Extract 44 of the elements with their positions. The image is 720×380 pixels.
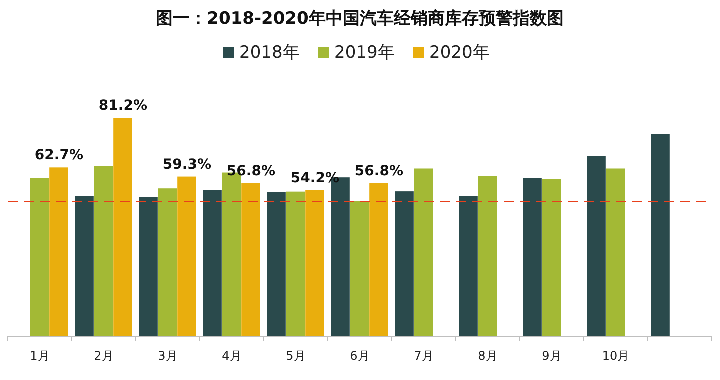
data-label: 62.7% — [34, 148, 84, 164]
bar — [395, 192, 414, 336]
bar — [178, 176, 196, 336]
bar — [523, 178, 542, 336]
bar — [651, 134, 670, 336]
legend-label: 2020年 — [430, 43, 490, 63]
bar — [30, 178, 50, 336]
bar — [139, 197, 158, 336]
bar — [286, 192, 306, 336]
bar — [94, 166, 114, 336]
bar — [50, 168, 68, 336]
bar — [267, 192, 286, 336]
bar — [75, 196, 94, 336]
x-tick-label: 3月 — [158, 349, 178, 363]
chart-title: 图一：2018-2020年中国汽车经销商库存预警指数图 — [156, 9, 564, 29]
x-tick-label: 8月 — [478, 349, 498, 363]
bar — [350, 201, 370, 336]
x-tick-label: 5月 — [286, 349, 306, 363]
data-label: 56.8% — [226, 164, 276, 180]
x-tick-label: 10月 — [602, 349, 630, 363]
bar — [542, 179, 562, 336]
data-label: 56.8% — [354, 164, 404, 180]
bar — [203, 190, 222, 336]
bar — [158, 188, 178, 336]
legend-label: 2018年 — [240, 43, 300, 63]
data-label: 81.2% — [98, 98, 148, 114]
bar — [242, 184, 260, 336]
x-tick-label: 7月 — [414, 349, 434, 363]
bar — [370, 184, 388, 336]
bar — [306, 190, 324, 336]
x-tick-label: 4月 — [222, 349, 242, 363]
bar — [114, 118, 132, 336]
x-tick-label: 1月 — [30, 349, 50, 363]
data-label: 59.3% — [162, 156, 212, 173]
x-tick-label: 9月 — [542, 349, 562, 363]
x-tick-label: 2月 — [94, 349, 114, 363]
bar — [414, 168, 434, 336]
data-label: 54.2% — [290, 170, 340, 186]
bar — [478, 176, 498, 336]
legend-label: 2019年 — [334, 43, 395, 63]
x-tick-label: 6月 — [350, 349, 370, 363]
bar — [459, 196, 478, 336]
bar — [587, 156, 606, 336]
bar — [606, 168, 626, 336]
